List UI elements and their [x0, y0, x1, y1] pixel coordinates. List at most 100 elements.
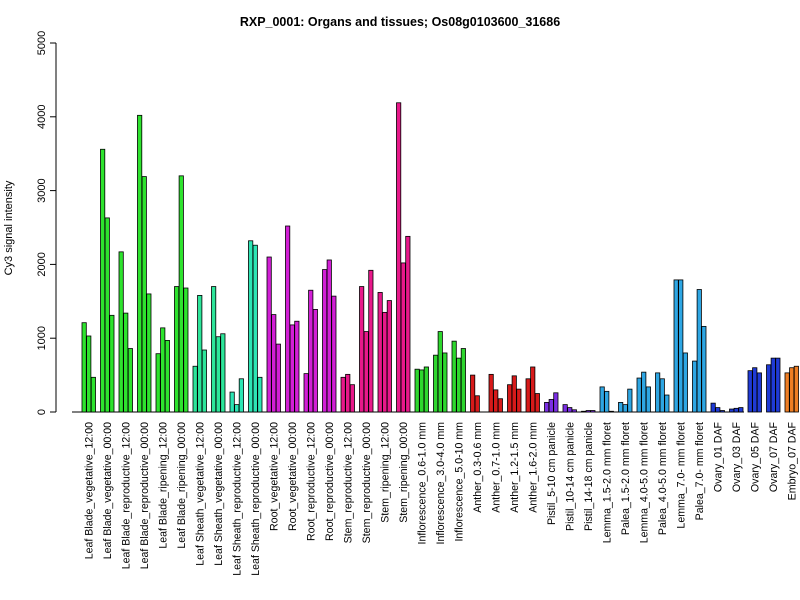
- bar: [377, 292, 383, 413]
- category-label: Anther_0.7-1.0 mm: [490, 422, 502, 513]
- bar: [423, 366, 429, 413]
- category-label: Pistil_14-18 cm panicle: [583, 422, 595, 531]
- bar: [183, 287, 189, 413]
- bar: [174, 286, 180, 413]
- bar: [618, 402, 624, 413]
- bar: [127, 348, 133, 413]
- bar: [460, 348, 466, 413]
- category-label: Inflorescence_5.0-10 mm: [453, 422, 465, 542]
- category-label: Stem_ripening_00:00: [398, 422, 410, 523]
- category-label: Palea_7.0- mm floret: [694, 422, 706, 520]
- bar: [294, 320, 300, 413]
- bar: [581, 410, 587, 413]
- bar: [100, 148, 106, 413]
- bar: [715, 407, 721, 413]
- bar: [789, 367, 795, 413]
- bar: [123, 312, 129, 413]
- bar: [359, 286, 365, 413]
- category-label: Root_vegetative_00:00: [287, 422, 299, 531]
- bar: [548, 399, 554, 413]
- bar: [386, 300, 392, 413]
- bar: [322, 269, 328, 413]
- bar: [451, 340, 457, 413]
- bar: [645, 386, 651, 413]
- bar: [507, 384, 513, 413]
- bar: [692, 360, 698, 413]
- bar: [248, 240, 254, 413]
- category-label: Palea_1.5-2.0 mm floret: [620, 422, 632, 535]
- bar: [622, 404, 628, 413]
- category-label: Pistil_5-10 cm panicle: [546, 422, 558, 525]
- category-label: Leaf Blade_ripening_00:00: [176, 422, 188, 549]
- bar: [673, 279, 679, 413]
- category-label: Root_reproductive_12:00: [305, 422, 317, 541]
- bar: [220, 333, 226, 413]
- category-label: Ovary_05 DAF: [749, 421, 761, 492]
- bar: [752, 367, 758, 413]
- y-tick-label: 2000: [36, 252, 48, 276]
- bar: [257, 376, 263, 413]
- bar: [414, 368, 420, 413]
- bar: [400, 262, 406, 413]
- bar: [534, 393, 540, 413]
- bar: [160, 327, 166, 413]
- bar: [525, 378, 531, 413]
- bar: [733, 407, 739, 413]
- bar: [368, 269, 374, 413]
- bar: [266, 256, 272, 413]
- category-label: Anther_1.6-2.0 mm: [527, 422, 539, 513]
- category-label: Ovary_01 DAF: [712, 421, 724, 492]
- category-label: Lemma_4.0-5.0 mm floret: [638, 422, 650, 543]
- bar: [86, 335, 92, 413]
- bar: [738, 407, 744, 413]
- bar: [405, 235, 411, 413]
- y-tick-label: 1000: [36, 326, 48, 350]
- category-label: Leaf Blade_reproductive_00:00: [139, 422, 151, 569]
- bar: [275, 343, 281, 413]
- bar: [516, 388, 522, 413]
- bar: [437, 331, 443, 413]
- bar: [497, 398, 503, 413]
- bar: [252, 244, 258, 413]
- category-label: Stem_ripening_12:00: [379, 422, 391, 523]
- bar: [234, 404, 240, 413]
- y-axis-label: Cy3 signal intensity: [3, 180, 15, 275]
- bar: [312, 309, 318, 413]
- category-label: Leaf Sheath_vegetative_12:00: [194, 422, 206, 566]
- bar: [636, 377, 642, 413]
- bar: [604, 390, 610, 413]
- bar: [331, 295, 337, 413]
- bar: [696, 289, 702, 413]
- bar: [655, 372, 661, 413]
- bar: [585, 410, 591, 413]
- bar: [775, 357, 781, 413]
- bar: [641, 371, 647, 413]
- category-label: Root_reproductive_00:00: [324, 422, 336, 541]
- bar: [345, 373, 351, 413]
- bar: [433, 354, 439, 413]
- category-label: Pistil_10-14 cm panicle: [564, 422, 576, 531]
- bar: [493, 389, 499, 413]
- bar: [562, 404, 568, 413]
- bar: [701, 325, 707, 413]
- bar: [118, 251, 124, 413]
- chart-title: RXP_0001: Organs and tissues; Os08g01036…: [240, 15, 560, 29]
- bar: [340, 376, 346, 413]
- bar: [349, 384, 355, 413]
- bar: [81, 322, 87, 413]
- bar: [104, 217, 110, 413]
- category-label: Anther_1.2-1.5 mm: [509, 422, 521, 513]
- bar: [474, 395, 480, 413]
- bar: [201, 349, 207, 413]
- bar: [682, 352, 688, 413]
- bars-group: [81, 102, 799, 413]
- bar: [553, 392, 559, 413]
- category-label: Lemma_1.5-2.0 mm floret: [601, 422, 613, 543]
- bar: [271, 314, 277, 413]
- bar: [192, 365, 198, 413]
- category-label: Palea_4.0-5.0 mm floret: [657, 422, 669, 535]
- y-tick-label: 5000: [36, 31, 48, 55]
- category-label: Inflorescence_3.0-4.0 mm: [435, 422, 447, 545]
- category-label: Root_vegetative_12:00: [268, 422, 280, 531]
